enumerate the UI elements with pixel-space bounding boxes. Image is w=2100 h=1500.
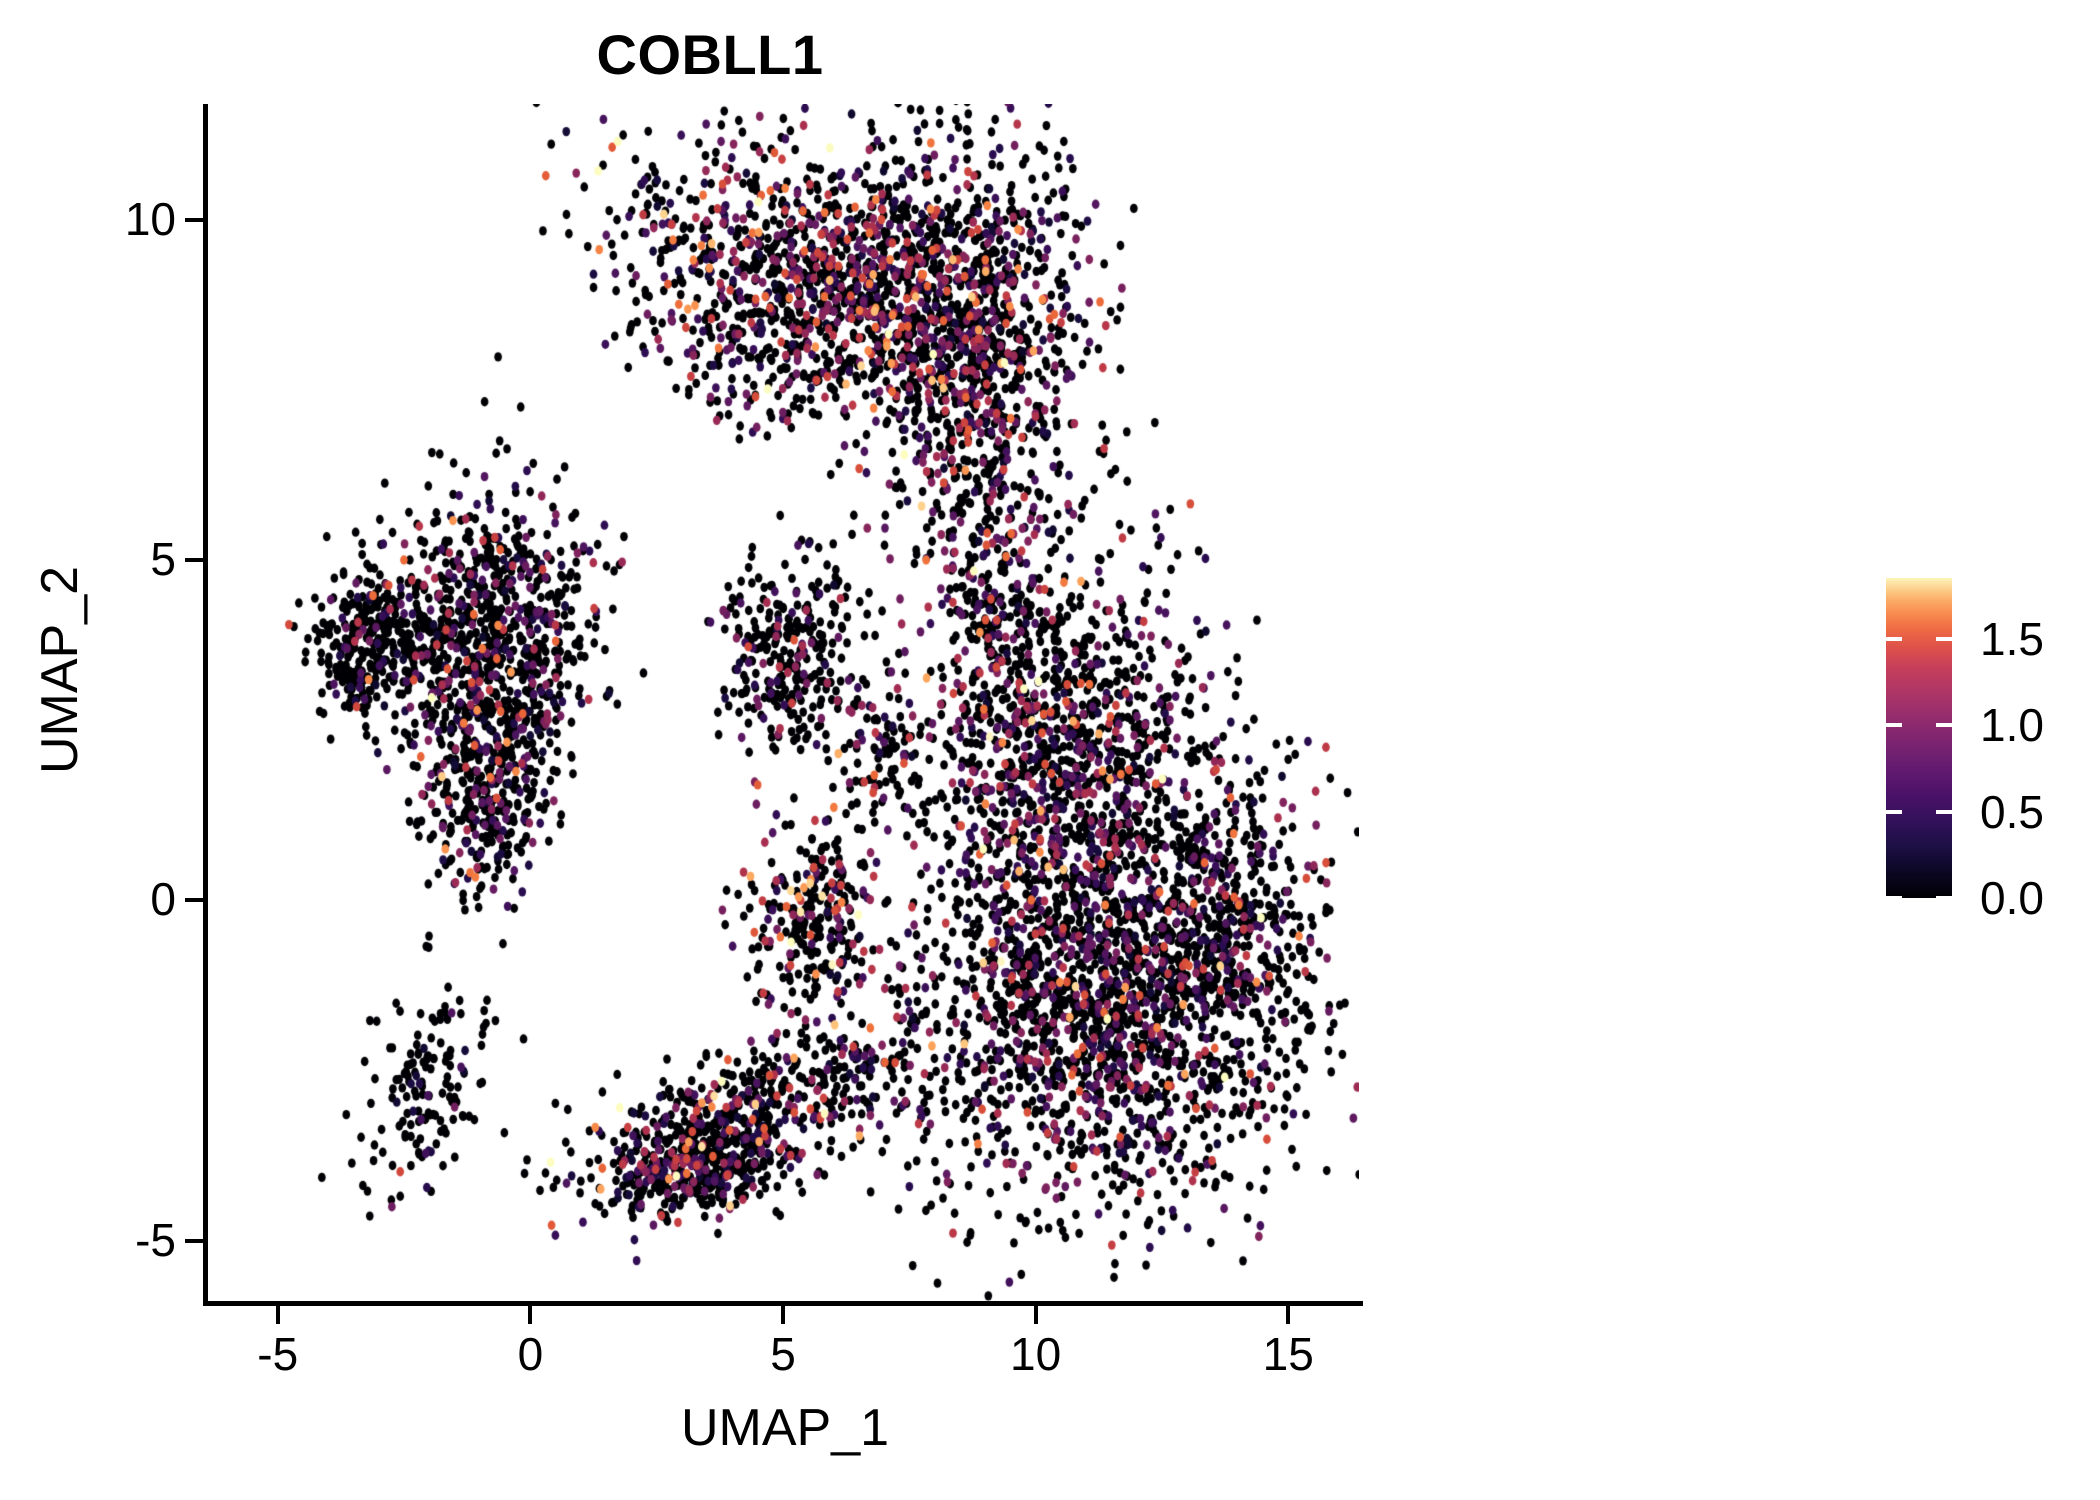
x-tick-mark (1033, 1306, 1038, 1324)
colorbar-tick-mark (1886, 636, 1902, 641)
y-tick-mark (185, 217, 203, 222)
x-tick-label: 0 (517, 1328, 544, 1380)
x-tick-mark (1286, 1306, 1291, 1324)
y-tick-label: 5 (150, 533, 176, 586)
x-tick-label: 5 (770, 1328, 796, 1380)
colorbar-tick-mark (1936, 636, 1952, 641)
colorbar-tick-label: 0.5 (1980, 785, 2044, 838)
y-tick-label: -5 (135, 1213, 176, 1266)
colorbar-tick-mark (1936, 809, 1952, 814)
x-tick-mark (275, 1306, 280, 1324)
x-axis-line (203, 1301, 1363, 1306)
page-title: COBLL1 (596, 23, 824, 86)
x-tick-label: -5 (257, 1328, 299, 1380)
x-tick-label: 10 (1010, 1328, 1062, 1380)
colorbar-tick-mark (1886, 723, 1902, 728)
y-tick-label: 0 (150, 873, 176, 926)
scatter-plot-panel (207, 104, 1359, 1302)
y-axis-title: UMAP_2 (31, 565, 89, 775)
colorbar-tick-label: 1.5 (1980, 612, 2044, 665)
y-tick-mark (185, 1238, 203, 1243)
x-axis-title: UMAP_1 (680, 1399, 890, 1457)
y-axis-line (203, 104, 208, 1306)
y-tick-label: 10 (124, 192, 176, 245)
colorbar-legend: 0.0 0.5 1.0 1.5 (1886, 578, 2086, 924)
colorbar-tick-mark (1886, 896, 1902, 900)
y-tick-mark (185, 898, 203, 903)
x-tick-label: 15 (1262, 1328, 1314, 1380)
colorbar-tick-mark (1936, 896, 1952, 900)
y-tick-mark (185, 558, 203, 563)
x-tick-mark (781, 1306, 785, 1324)
colorbar-gradient (1886, 578, 1952, 898)
colorbar-tick-label: 1.0 (1980, 699, 2044, 752)
x-tick-mark (528, 1306, 533, 1324)
colorbar-tick-mark (1936, 723, 1952, 728)
colorbar-tick-mark (1886, 809, 1902, 814)
scatter-points-layer (207, 104, 1359, 1302)
colorbar-tick-label: 0.0 (1980, 872, 2044, 924)
